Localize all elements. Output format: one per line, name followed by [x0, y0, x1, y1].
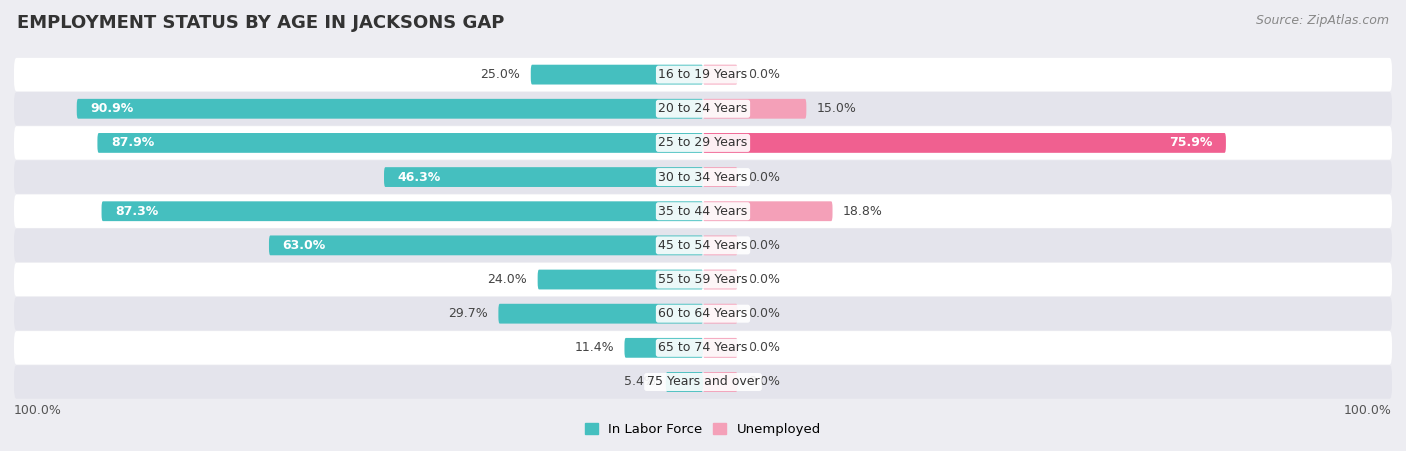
FancyBboxPatch shape [14, 194, 1392, 228]
Text: 90.9%: 90.9% [90, 102, 134, 115]
FancyBboxPatch shape [703, 133, 1226, 153]
FancyBboxPatch shape [97, 133, 703, 153]
Text: 87.9%: 87.9% [111, 136, 155, 149]
FancyBboxPatch shape [666, 372, 703, 392]
Text: 5.4%: 5.4% [624, 376, 655, 388]
Text: 0.0%: 0.0% [748, 239, 780, 252]
FancyBboxPatch shape [14, 263, 1392, 296]
Text: 0.0%: 0.0% [748, 341, 780, 354]
Text: 0.0%: 0.0% [748, 376, 780, 388]
Text: 11.4%: 11.4% [575, 341, 614, 354]
Text: 63.0%: 63.0% [283, 239, 326, 252]
Text: 75.9%: 75.9% [1168, 136, 1212, 149]
FancyBboxPatch shape [703, 235, 738, 255]
Text: 100.0%: 100.0% [14, 404, 62, 417]
FancyBboxPatch shape [14, 92, 1392, 125]
FancyBboxPatch shape [703, 64, 738, 84]
FancyBboxPatch shape [269, 235, 703, 255]
FancyBboxPatch shape [14, 365, 1392, 399]
Text: 65 to 74 Years: 65 to 74 Years [658, 341, 748, 354]
Text: 16 to 19 Years: 16 to 19 Years [658, 68, 748, 81]
Text: 0.0%: 0.0% [748, 170, 780, 184]
Text: 60 to 64 Years: 60 to 64 Years [658, 307, 748, 320]
Text: 87.3%: 87.3% [115, 205, 159, 218]
FancyBboxPatch shape [498, 304, 703, 323]
Legend: In Labor Force, Unemployed: In Labor Force, Unemployed [579, 418, 827, 442]
FancyBboxPatch shape [703, 167, 738, 187]
FancyBboxPatch shape [703, 304, 738, 323]
FancyBboxPatch shape [703, 338, 738, 358]
FancyBboxPatch shape [77, 99, 703, 119]
Text: 0.0%: 0.0% [748, 307, 780, 320]
Text: 75 Years and over: 75 Years and over [647, 376, 759, 388]
FancyBboxPatch shape [14, 58, 1392, 92]
Text: 20 to 24 Years: 20 to 24 Years [658, 102, 748, 115]
Text: 55 to 59 Years: 55 to 59 Years [658, 273, 748, 286]
Text: 25.0%: 25.0% [481, 68, 520, 81]
FancyBboxPatch shape [14, 297, 1392, 331]
FancyBboxPatch shape [14, 126, 1392, 160]
Text: 25 to 29 Years: 25 to 29 Years [658, 136, 748, 149]
FancyBboxPatch shape [14, 229, 1392, 262]
Text: EMPLOYMENT STATUS BY AGE IN JACKSONS GAP: EMPLOYMENT STATUS BY AGE IN JACKSONS GAP [17, 14, 505, 32]
FancyBboxPatch shape [703, 201, 832, 221]
FancyBboxPatch shape [384, 167, 703, 187]
Text: 29.7%: 29.7% [449, 307, 488, 320]
FancyBboxPatch shape [531, 64, 703, 84]
Text: 18.8%: 18.8% [842, 205, 883, 218]
FancyBboxPatch shape [537, 270, 703, 290]
Text: 45 to 54 Years: 45 to 54 Years [658, 239, 748, 252]
FancyBboxPatch shape [703, 270, 738, 290]
Text: 0.0%: 0.0% [748, 68, 780, 81]
Text: 46.3%: 46.3% [398, 170, 441, 184]
FancyBboxPatch shape [624, 338, 703, 358]
Text: 0.0%: 0.0% [748, 273, 780, 286]
FancyBboxPatch shape [703, 99, 807, 119]
FancyBboxPatch shape [703, 372, 738, 392]
FancyBboxPatch shape [101, 201, 703, 221]
Text: Source: ZipAtlas.com: Source: ZipAtlas.com [1256, 14, 1389, 27]
Text: 100.0%: 100.0% [1344, 404, 1392, 417]
Text: 35 to 44 Years: 35 to 44 Years [658, 205, 748, 218]
Text: 30 to 34 Years: 30 to 34 Years [658, 170, 748, 184]
Text: 15.0%: 15.0% [817, 102, 856, 115]
FancyBboxPatch shape [14, 161, 1392, 194]
FancyBboxPatch shape [14, 331, 1392, 364]
Text: 24.0%: 24.0% [488, 273, 527, 286]
